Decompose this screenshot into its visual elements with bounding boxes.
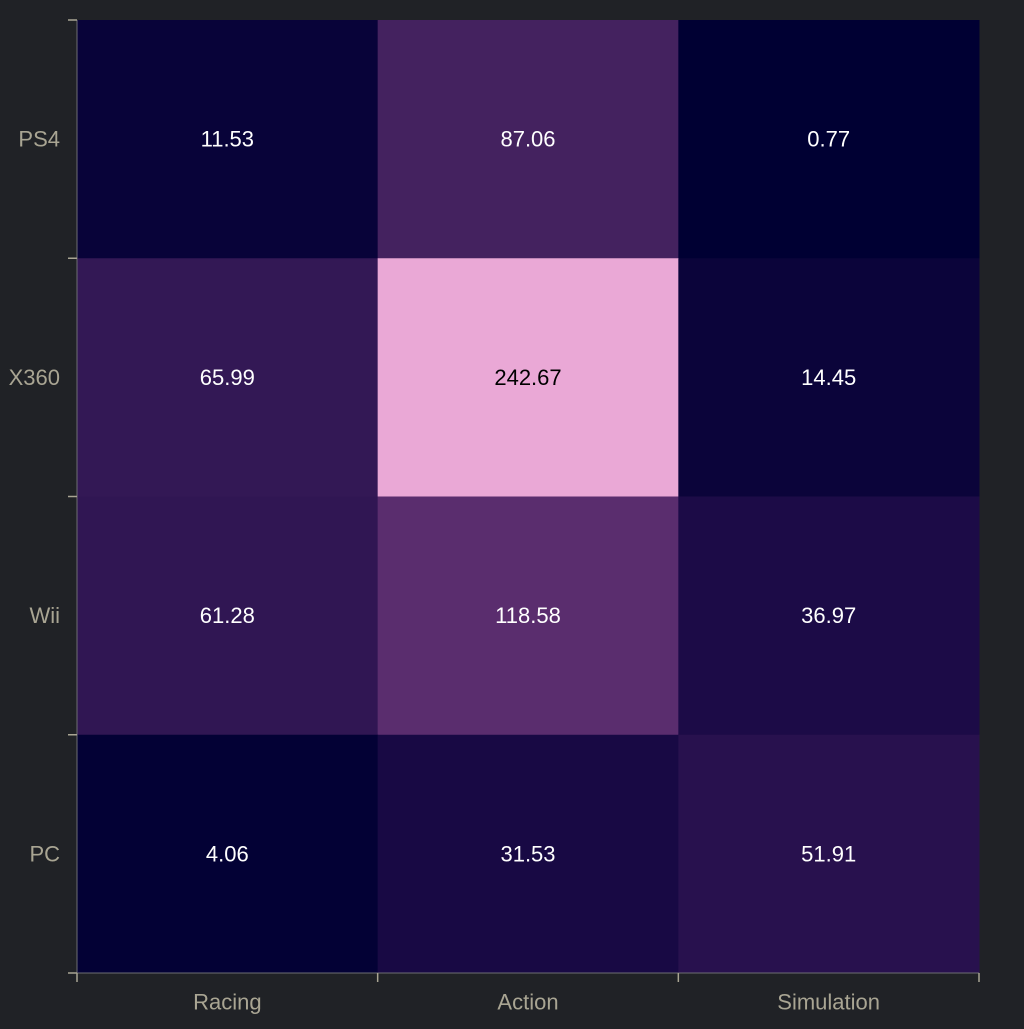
x-tick-label: Racing (193, 990, 261, 1015)
y-tick-label: X360 (9, 365, 60, 390)
heatmap-cell-labels: 11.53 87.06 0.77 65.99 242.67 14.45 61.28 118.5… (200, 127, 856, 867)
heatmap-cell-ps4-simulation (678, 20, 980, 259)
cell-value-label: 11.53 (201, 127, 254, 152)
heatmap-cell-pc-action (377, 734, 679, 974)
cell-value-label: 4.06 (206, 841, 249, 866)
cell-value-label: 65.99 (200, 365, 255, 390)
cell-value-label: 87.06 (500, 127, 555, 152)
heatmap-cell-wii-racing (77, 496, 379, 736)
heatmap-cell-wii-simulation (678, 496, 980, 736)
x-tick-label: Action (497, 990, 558, 1015)
heatmap-cell-x360-simulation (678, 258, 980, 497)
heatmap-cell-x360-action (377, 258, 679, 497)
heatmap-cell-ps4-action (377, 20, 679, 259)
heatmap-cells (77, 20, 980, 974)
y-tick-label: PC (29, 841, 60, 866)
heatmap-cell-wii-action (377, 496, 679, 736)
heatmap-axes: PS4 X360 Wii PC Racing Action Simulation (9, 19, 980, 1015)
cell-value-label: 31.53 (500, 841, 555, 866)
cell-value-label: 242.67 (494, 365, 561, 390)
heatmap-cell-pc-racing (77, 734, 379, 974)
cell-value-label: 51.91 (801, 841, 856, 866)
y-tick-label: PS4 (18, 127, 60, 152)
cell-value-label: 61.28 (200, 603, 255, 628)
cell-value-label: 14.45 (801, 365, 856, 390)
cell-value-label: 118.58 (495, 603, 561, 628)
heatmap-cell-pc-simulation (678, 734, 980, 974)
x-tick-label: Simulation (777, 990, 880, 1015)
cell-value-label: 36.97 (801, 603, 856, 628)
heatmap-cell-x360-racing (77, 258, 379, 497)
heatmap-cell-ps4-racing (77, 20, 379, 259)
y-tick-label: Wii (29, 603, 60, 628)
cell-value-label: 0.77 (807, 127, 850, 152)
